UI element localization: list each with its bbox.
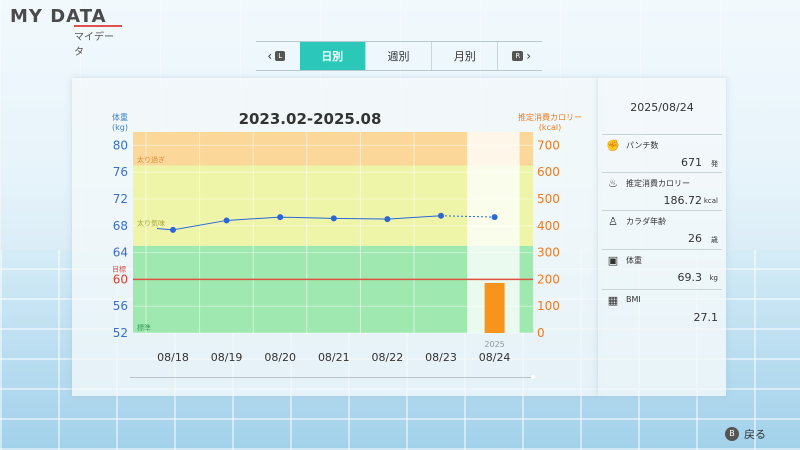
x-tick-label: 08/22 bbox=[372, 351, 404, 364]
right-tick-label: 400 bbox=[537, 219, 560, 233]
chevron-left-icon: ‹ bbox=[267, 49, 273, 63]
stat-value: 26 bbox=[688, 232, 702, 245]
stat-unit: 発 bbox=[711, 160, 718, 168]
left-axis-title-line1: 体重 bbox=[112, 113, 128, 122]
right-axis-title-line2: (kcal) bbox=[538, 123, 562, 132]
stat-label: BMI bbox=[626, 295, 641, 304]
prev-period-button[interactable]: ‹ L bbox=[256, 42, 300, 70]
right-tick-label: 100 bbox=[537, 299, 560, 313]
stat-unit: 歳 bbox=[711, 236, 718, 244]
stat-label: カラダ年齢 bbox=[626, 217, 666, 226]
chart-scroll-thumb[interactable] bbox=[531, 375, 535, 379]
chart-title: 2023.02-2025.08 bbox=[238, 110, 382, 128]
right-tick-label: 0 bbox=[537, 326, 545, 340]
right-tick-label: 200 bbox=[537, 272, 560, 286]
stat-value: 69.3 bbox=[677, 271, 703, 284]
right-axis-title-line1: 推定消費カロリー bbox=[518, 113, 582, 122]
app-subtitle-text: マイデータ bbox=[74, 25, 122, 58]
back-label: 戻る bbox=[744, 428, 766, 441]
stat-value: 671 bbox=[681, 156, 702, 169]
r-button-badge: R bbox=[512, 51, 524, 61]
right-tick-label: 700 bbox=[537, 138, 560, 152]
left-tick-label: 80 bbox=[113, 138, 128, 152]
scale-icon: ▣ bbox=[607, 254, 619, 267]
zone-label: 太り過ぎ bbox=[137, 155, 165, 164]
left-tick-label: 64 bbox=[113, 246, 128, 260]
stat-label: 体重 bbox=[626, 256, 642, 265]
detail-panel bbox=[598, 78, 726, 396]
stat-value: 27.1 bbox=[693, 311, 719, 324]
selected-date: 2025/08/24 bbox=[630, 101, 694, 114]
stat-row: ▣ 体重 69.3 kg bbox=[602, 253, 722, 291]
stat-separator bbox=[602, 249, 722, 250]
body-icon: ♙ bbox=[608, 215, 618, 228]
left-axis-title: 体重 (kg) bbox=[108, 113, 132, 133]
b-button-badge: B bbox=[725, 427, 739, 441]
stat-label: 推定消費カロリー bbox=[626, 179, 690, 188]
stat-value: 186.72 bbox=[663, 194, 703, 207]
next-period-button[interactable]: R › bbox=[497, 42, 542, 70]
tab-daily[interactable]: 日別 bbox=[299, 42, 365, 70]
weight-point bbox=[491, 214, 498, 221]
chart-scrollbar[interactable] bbox=[130, 377, 534, 378]
x-tick-label: 08/23 bbox=[425, 351, 457, 364]
weight-point bbox=[277, 214, 284, 221]
weight-point bbox=[330, 215, 337, 222]
stat-unit: kcal bbox=[703, 197, 718, 205]
right-axis-title: 推定消費カロリー (kcal) bbox=[512, 113, 588, 133]
stat-row: ♙ カラダ年齢 26 歳 bbox=[602, 214, 722, 252]
stat-label: パンチ数 bbox=[626, 141, 659, 150]
chevron-right-icon: › bbox=[526, 49, 532, 63]
period-tabbar: ‹ L 日別 週別 月別 R › bbox=[256, 41, 542, 71]
stat-separator bbox=[602, 210, 722, 211]
left-tick-label: 52 bbox=[113, 326, 128, 340]
x-tick-label: 08/18 bbox=[157, 351, 189, 364]
stat-separator bbox=[602, 172, 722, 173]
x-tick-label: 08/19 bbox=[211, 351, 243, 364]
stat-separator bbox=[602, 289, 722, 290]
glove-icon: ✊ bbox=[606, 139, 620, 152]
left-tick-label: 76 bbox=[113, 165, 128, 179]
weight-point bbox=[223, 217, 230, 224]
stat-row: ▦ BMI 27.1 bbox=[602, 293, 722, 331]
left-tick-label: 72 bbox=[113, 192, 128, 206]
weight-point bbox=[170, 226, 176, 233]
tab-weekly[interactable]: 週別 bbox=[364, 42, 431, 70]
app-title-text: MY DATA bbox=[10, 6, 107, 27]
stat-unit: kg bbox=[709, 274, 719, 282]
stat-separator bbox=[602, 134, 722, 135]
year-label: 2025 bbox=[484, 340, 504, 349]
left-axis-title-line2: (kg) bbox=[112, 123, 128, 132]
calculator-icon: ▦ bbox=[607, 294, 619, 307]
zone-label: 太り気味 bbox=[137, 219, 165, 228]
flame-icon: ♨ bbox=[608, 177, 618, 190]
target-label: 目標 bbox=[112, 264, 126, 273]
weight-line-pending bbox=[440, 215, 495, 218]
tab-monthly[interactable]: 月別 bbox=[431, 42, 497, 70]
weight-point bbox=[384, 216, 391, 223]
x-tick-label: 08/21 bbox=[318, 351, 350, 364]
app-title: MY DATA マイデータ bbox=[10, 6, 122, 58]
back-button[interactable]: B 戻る bbox=[725, 426, 766, 442]
left-tick-label: 68 bbox=[113, 219, 128, 233]
weight-point bbox=[438, 212, 444, 219]
stat-row: ✊ パンチ数 671 発 bbox=[602, 138, 722, 176]
zone-label: 標準 bbox=[137, 323, 151, 332]
right-tick-label: 300 bbox=[537, 246, 560, 260]
stat-row: ♨ 推定消費カロリー 186.72 kcal bbox=[602, 176, 722, 214]
right-tick-label: 600 bbox=[537, 165, 560, 179]
left-tick-label: 60 bbox=[113, 272, 128, 286]
left-tick-label: 56 bbox=[113, 299, 128, 313]
right-tick-label: 500 bbox=[537, 192, 560, 206]
l-button-badge: L bbox=[275, 51, 286, 61]
x-tick-label: 08/24 bbox=[479, 351, 511, 364]
calorie-bar bbox=[484, 282, 505, 333]
x-tick-label: 08/20 bbox=[264, 351, 296, 364]
